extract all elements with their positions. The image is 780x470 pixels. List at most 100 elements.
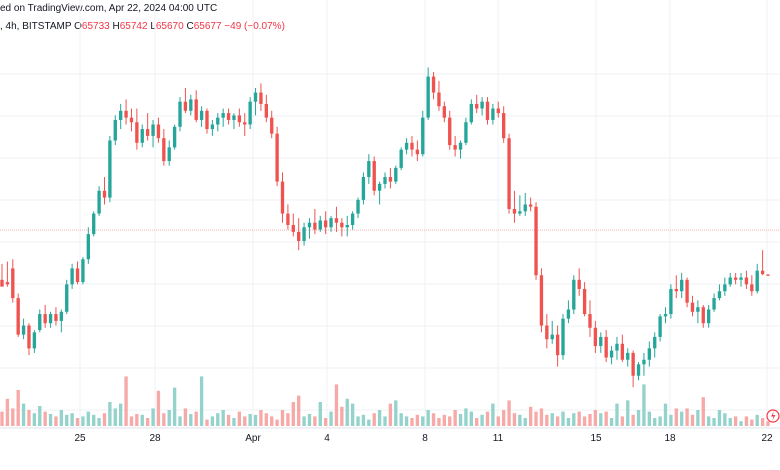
candle (620, 334, 625, 363)
volume-bar (291, 402, 295, 426)
candle-body (755, 270, 759, 292)
candle (32, 330, 37, 353)
candle (480, 97, 484, 116)
candle (577, 268, 581, 296)
candle (0, 263, 4, 287)
candle (502, 106, 506, 143)
volume-bar (145, 418, 150, 426)
candle-body (545, 325, 549, 340)
candle-body (16, 298, 20, 335)
volume-bar (631, 414, 635, 426)
candle-body (81, 259, 85, 283)
candle (102, 177, 107, 205)
volume-bar (437, 418, 441, 426)
candle-body (205, 110, 209, 130)
volume-bar (696, 410, 700, 426)
candle-body (377, 183, 382, 191)
candle (334, 206, 339, 232)
candle (189, 94, 193, 116)
published-caption: ed on TradingView.com, Apr 22, 2024 04:0… (0, 3, 218, 14)
candle (243, 113, 247, 136)
candle-body (43, 314, 47, 324)
candle (226, 108, 231, 125)
volume-bar (658, 416, 662, 426)
volume-bar (194, 411, 198, 426)
candle-body (426, 76, 430, 118)
candle-body (685, 279, 689, 303)
volume-bar (21, 403, 26, 426)
volume-bar (237, 411, 242, 426)
candle-body (523, 204, 527, 212)
volume-bar (43, 411, 47, 426)
candle (469, 99, 473, 125)
volume-bar (680, 411, 684, 426)
x-tick-label: 25 (74, 433, 86, 444)
volume-bar (512, 413, 517, 426)
candle (410, 135, 414, 157)
volume-bar (534, 411, 538, 426)
volume-bar (102, 413, 107, 426)
candle (145, 113, 150, 141)
candle-body (766, 274, 770, 276)
volume-bar (345, 398, 349, 426)
volume-bar (221, 410, 225, 426)
candle-body (717, 291, 722, 299)
candle (394, 165, 398, 184)
candle-body (706, 309, 711, 324)
volume-bar (297, 395, 301, 426)
x-tick-label: 11 (493, 433, 504, 444)
candle-body (383, 177, 387, 184)
volume-bar (728, 418, 732, 426)
candle-body (394, 167, 398, 182)
candle (350, 211, 355, 230)
candle-body (442, 106, 447, 118)
candle (318, 215, 322, 232)
volume-bar (27, 410, 31, 426)
candle (135, 108, 139, 150)
volume-bar (485, 411, 490, 426)
candle (253, 87, 258, 116)
candle (458, 140, 463, 159)
candle (706, 304, 711, 328)
volume-bar (593, 410, 598, 426)
candle-body (38, 314, 42, 331)
candle-body (653, 336, 657, 349)
candle-body (750, 284, 754, 292)
candle (448, 110, 452, 150)
candle (766, 274, 770, 276)
candle-body (410, 142, 414, 150)
volume-bar (572, 413, 576, 426)
candle-body (674, 288, 678, 292)
x-tick-label: 4 (324, 433, 330, 444)
volume-bar (744, 416, 749, 426)
candle-body (453, 145, 457, 150)
candle (16, 293, 20, 337)
volume-bar (189, 414, 193, 426)
candle (199, 106, 204, 127)
candle (377, 181, 382, 205)
volume-bar (588, 414, 592, 426)
candle (280, 172, 285, 223)
candle-body (582, 288, 587, 315)
candle (399, 147, 403, 171)
candle-body (663, 314, 668, 317)
volume-bar (626, 400, 630, 426)
candle-body (221, 113, 225, 118)
volume-bar (620, 416, 625, 426)
volume-bar (561, 411, 565, 426)
volume-bar (712, 418, 716, 426)
candle (129, 108, 134, 132)
volume-bar (653, 418, 657, 426)
volume-bar (264, 413, 268, 426)
candle (232, 113, 236, 130)
candle-body (313, 222, 317, 230)
volume-bar (307, 414, 312, 426)
volume-bar (706, 416, 711, 426)
candle-body (340, 222, 344, 228)
candle-body (669, 288, 673, 315)
volume-bar (156, 390, 161, 426)
volume-bar (453, 410, 457, 426)
candle (70, 263, 74, 289)
volume-bar (739, 421, 743, 426)
